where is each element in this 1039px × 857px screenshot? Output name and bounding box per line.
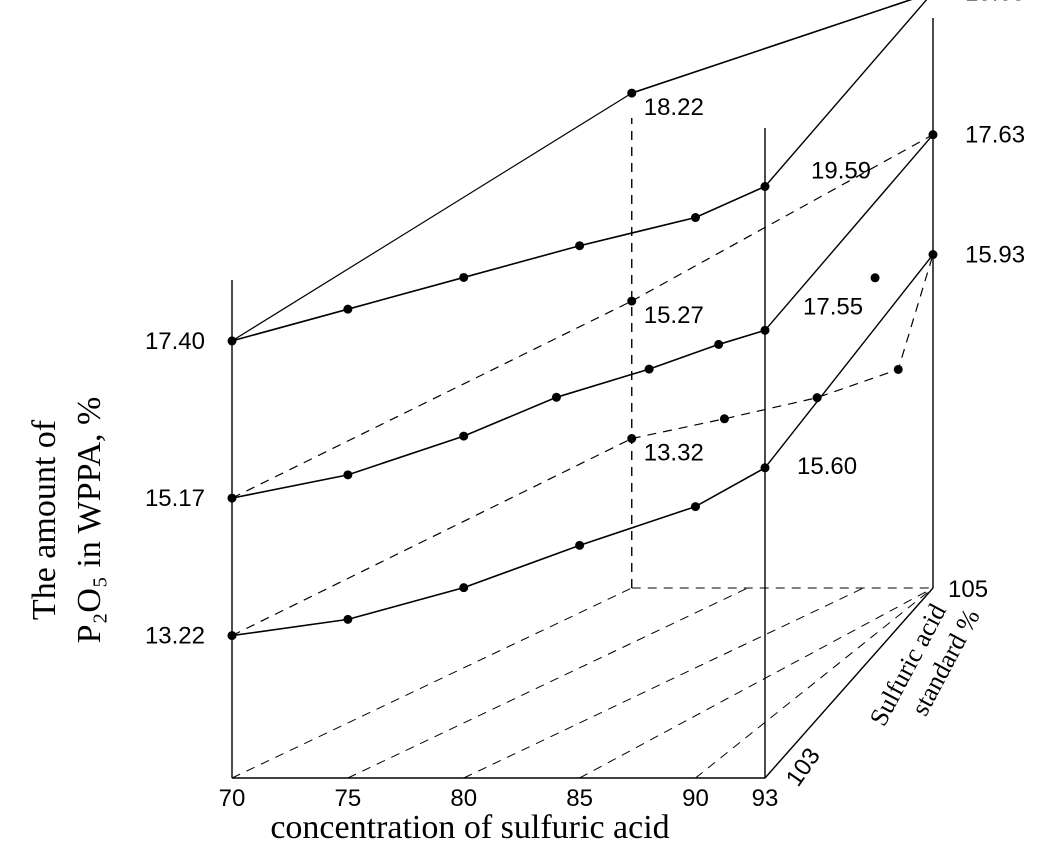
level-connector-left [231,438,633,637]
series-line [231,329,766,499]
data-label: 15.93 [965,242,1025,269]
series-line [631,134,934,302]
data-label: 15.60 [797,453,857,480]
x-tick-label: 90 [682,785,709,812]
data-label: 13.32 [644,440,704,467]
data-point [760,325,770,335]
series-points [227,88,938,641]
data-point [459,272,469,282]
floor-grid-line [579,587,934,779]
x-tick-label: 85 [566,785,593,812]
data-point [343,304,353,314]
floor-grid-line [347,587,748,779]
data-point [928,130,938,140]
data-point [893,364,903,374]
chart-frame [231,0,934,779]
level-connector-left [231,92,633,342]
data-point [459,583,469,593]
z-axis-title: Sulfuric acid standard % [864,599,986,731]
data-point [551,392,561,402]
floor-grid-line [463,587,864,779]
y-axis-title-line2: P₂O₅ in WPPA, % [71,397,108,644]
data-point [812,393,822,403]
series-line [231,185,766,342]
data-label: 15.27 [644,302,704,329]
z-tick-label: 103 [781,743,826,791]
level-connector-right [764,0,928,187]
data-point [227,336,237,346]
data-point [343,470,353,480]
x-tick-label: 70 [219,785,246,812]
y-axis-title-line1: The amount of [26,419,63,620]
floor-grid-line [231,587,632,779]
data-label: 19.65 [965,0,1025,6]
data-label: 17.63 [965,122,1025,149]
series-line [231,467,766,637]
floor-grid-line [695,587,934,779]
data-point [690,502,700,512]
data-point [227,493,237,503]
data-label: 18.22 [644,94,704,121]
x-tick-label: 93 [752,785,779,812]
data-point [690,213,700,223]
data-label: 17.55 [803,293,863,320]
series-line [631,254,934,440]
data-point [760,463,770,473]
data-point [928,250,938,260]
level-connector-left [231,300,633,499]
data-label: 19.59 [811,158,871,185]
data-labels: 15.60 17.55 19.59 13.32 15.93 15.27 17.63 18.22… [644,0,1025,480]
level-connector-right [764,134,934,331]
y-axis-title-2: P₂O₅ in WPPA, % [71,397,108,644]
z-tick-label: 105 [948,576,988,603]
data-point [719,414,729,424]
data-point [714,339,724,349]
data-point [627,88,637,98]
z-axis-line [764,587,934,779]
data-point [870,273,880,283]
data-point [227,631,237,641]
x-tick-label: 75 [335,785,362,812]
x-axis-title: concentration of sulfuric acid [270,809,669,846]
y-tick-label: 15.17 [145,485,205,512]
data-point [644,364,654,374]
data-point [627,296,637,306]
data-point [575,540,585,550]
level-connector-right [764,254,934,469]
data-point [760,182,770,192]
x-tick-label: 80 [450,785,477,812]
data-point [343,614,353,624]
data-point [459,431,469,441]
y-axis-title: The amount of [26,419,63,620]
data-point [575,241,585,251]
data-point [627,434,637,444]
series-line [631,0,913,94]
y-tick-label: 17.40 [145,328,205,355]
y-tick-label: 13.22 [145,623,205,650]
